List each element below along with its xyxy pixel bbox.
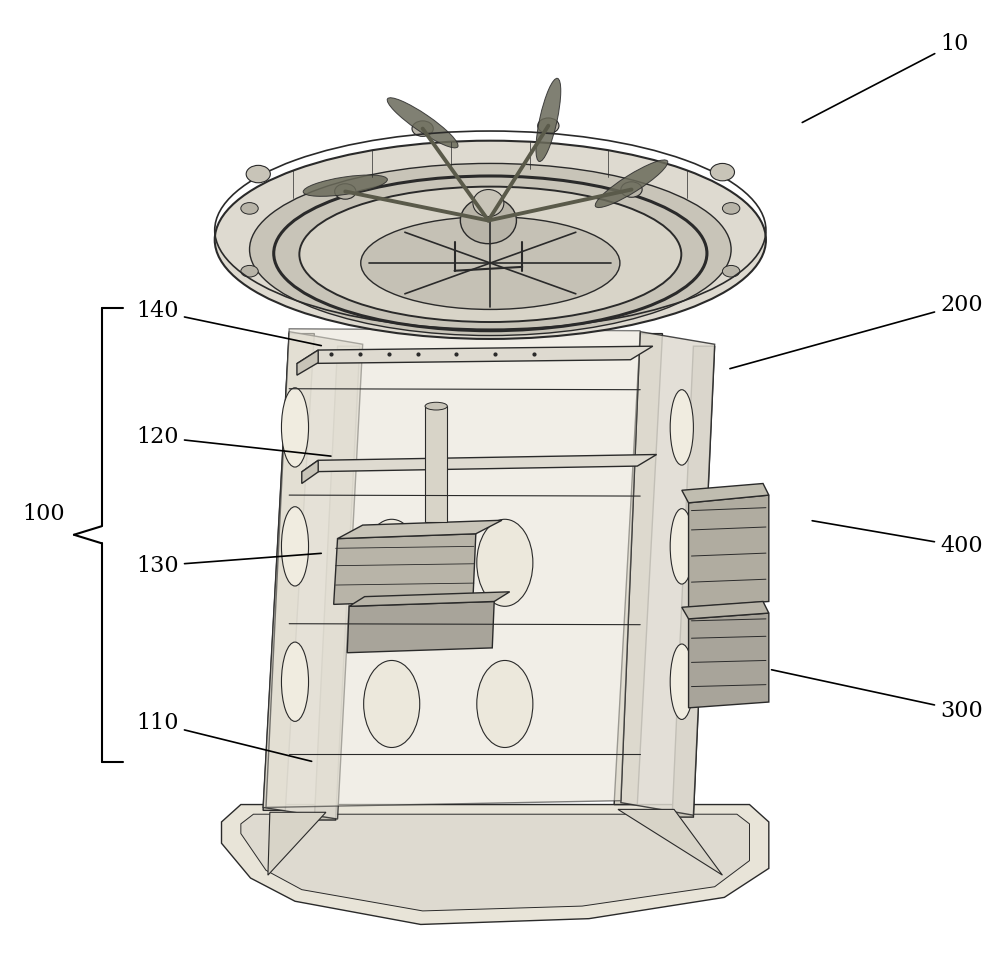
Ellipse shape xyxy=(477,519,533,606)
Ellipse shape xyxy=(364,519,420,606)
Ellipse shape xyxy=(538,118,559,133)
Ellipse shape xyxy=(477,660,533,747)
Ellipse shape xyxy=(670,644,693,719)
Ellipse shape xyxy=(460,197,516,244)
Ellipse shape xyxy=(595,160,668,208)
Ellipse shape xyxy=(361,217,620,309)
Ellipse shape xyxy=(710,163,734,181)
Ellipse shape xyxy=(215,140,766,338)
Polygon shape xyxy=(672,346,715,817)
Ellipse shape xyxy=(621,182,642,197)
Polygon shape xyxy=(689,613,769,708)
Ellipse shape xyxy=(303,175,387,196)
Polygon shape xyxy=(266,329,640,807)
Text: 140: 140 xyxy=(136,301,321,345)
Polygon shape xyxy=(621,332,715,815)
Ellipse shape xyxy=(670,509,693,584)
Polygon shape xyxy=(689,495,769,607)
Polygon shape xyxy=(682,601,769,619)
Ellipse shape xyxy=(722,203,740,215)
Polygon shape xyxy=(241,814,749,911)
Ellipse shape xyxy=(281,388,309,467)
Text: 120: 120 xyxy=(136,426,331,456)
Polygon shape xyxy=(222,805,769,924)
Polygon shape xyxy=(347,601,494,653)
Text: 10: 10 xyxy=(802,33,968,123)
Polygon shape xyxy=(263,332,363,819)
Ellipse shape xyxy=(536,78,561,161)
Ellipse shape xyxy=(281,507,309,586)
Polygon shape xyxy=(334,534,476,604)
Polygon shape xyxy=(314,346,360,820)
Ellipse shape xyxy=(335,184,356,199)
Text: 400: 400 xyxy=(812,520,983,557)
Ellipse shape xyxy=(412,121,433,136)
Ellipse shape xyxy=(241,265,258,277)
Polygon shape xyxy=(263,334,314,810)
Ellipse shape xyxy=(364,660,420,747)
Ellipse shape xyxy=(250,163,731,336)
Ellipse shape xyxy=(425,402,447,410)
Text: 300: 300 xyxy=(772,670,983,721)
Polygon shape xyxy=(618,809,722,875)
Ellipse shape xyxy=(246,165,270,183)
Text: 110: 110 xyxy=(136,713,312,761)
Polygon shape xyxy=(338,520,502,539)
Polygon shape xyxy=(268,812,326,875)
Polygon shape xyxy=(297,350,318,375)
Ellipse shape xyxy=(281,642,309,721)
Polygon shape xyxy=(425,406,447,522)
Ellipse shape xyxy=(299,187,681,322)
Ellipse shape xyxy=(241,203,258,215)
Polygon shape xyxy=(302,460,318,484)
Ellipse shape xyxy=(473,190,504,217)
Polygon shape xyxy=(349,592,510,606)
Text: 130: 130 xyxy=(136,553,321,576)
Text: 200: 200 xyxy=(730,294,983,368)
Polygon shape xyxy=(682,484,769,503)
Polygon shape xyxy=(614,334,662,805)
Text: 100: 100 xyxy=(22,504,65,525)
Ellipse shape xyxy=(670,390,693,465)
Polygon shape xyxy=(297,346,653,364)
Polygon shape xyxy=(302,454,657,472)
Ellipse shape xyxy=(722,265,740,277)
Ellipse shape xyxy=(387,98,458,148)
